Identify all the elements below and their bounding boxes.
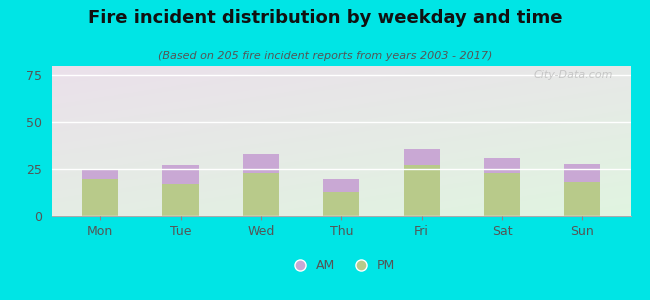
Bar	[162, 165, 199, 184]
Legend: AM, PM: AM, PM	[283, 254, 400, 277]
Text: (Based on 205 fire incident reports from years 2003 - 2017): (Based on 205 fire incident reports from…	[158, 51, 492, 61]
Bar	[243, 173, 279, 216]
Bar	[484, 173, 520, 216]
Bar	[404, 165, 439, 216]
Bar	[484, 158, 520, 173]
Bar	[564, 164, 601, 182]
Text: Fire incident distribution by weekday and time: Fire incident distribution by weekday an…	[88, 9, 562, 27]
Bar	[323, 192, 359, 216]
Bar	[243, 154, 279, 173]
Bar	[82, 178, 118, 216]
Bar	[82, 169, 118, 178]
Bar	[162, 184, 199, 216]
Bar	[323, 178, 359, 192]
Bar	[564, 182, 601, 216]
Text: City-Data.com: City-Data.com	[534, 70, 613, 80]
Bar	[404, 148, 439, 165]
